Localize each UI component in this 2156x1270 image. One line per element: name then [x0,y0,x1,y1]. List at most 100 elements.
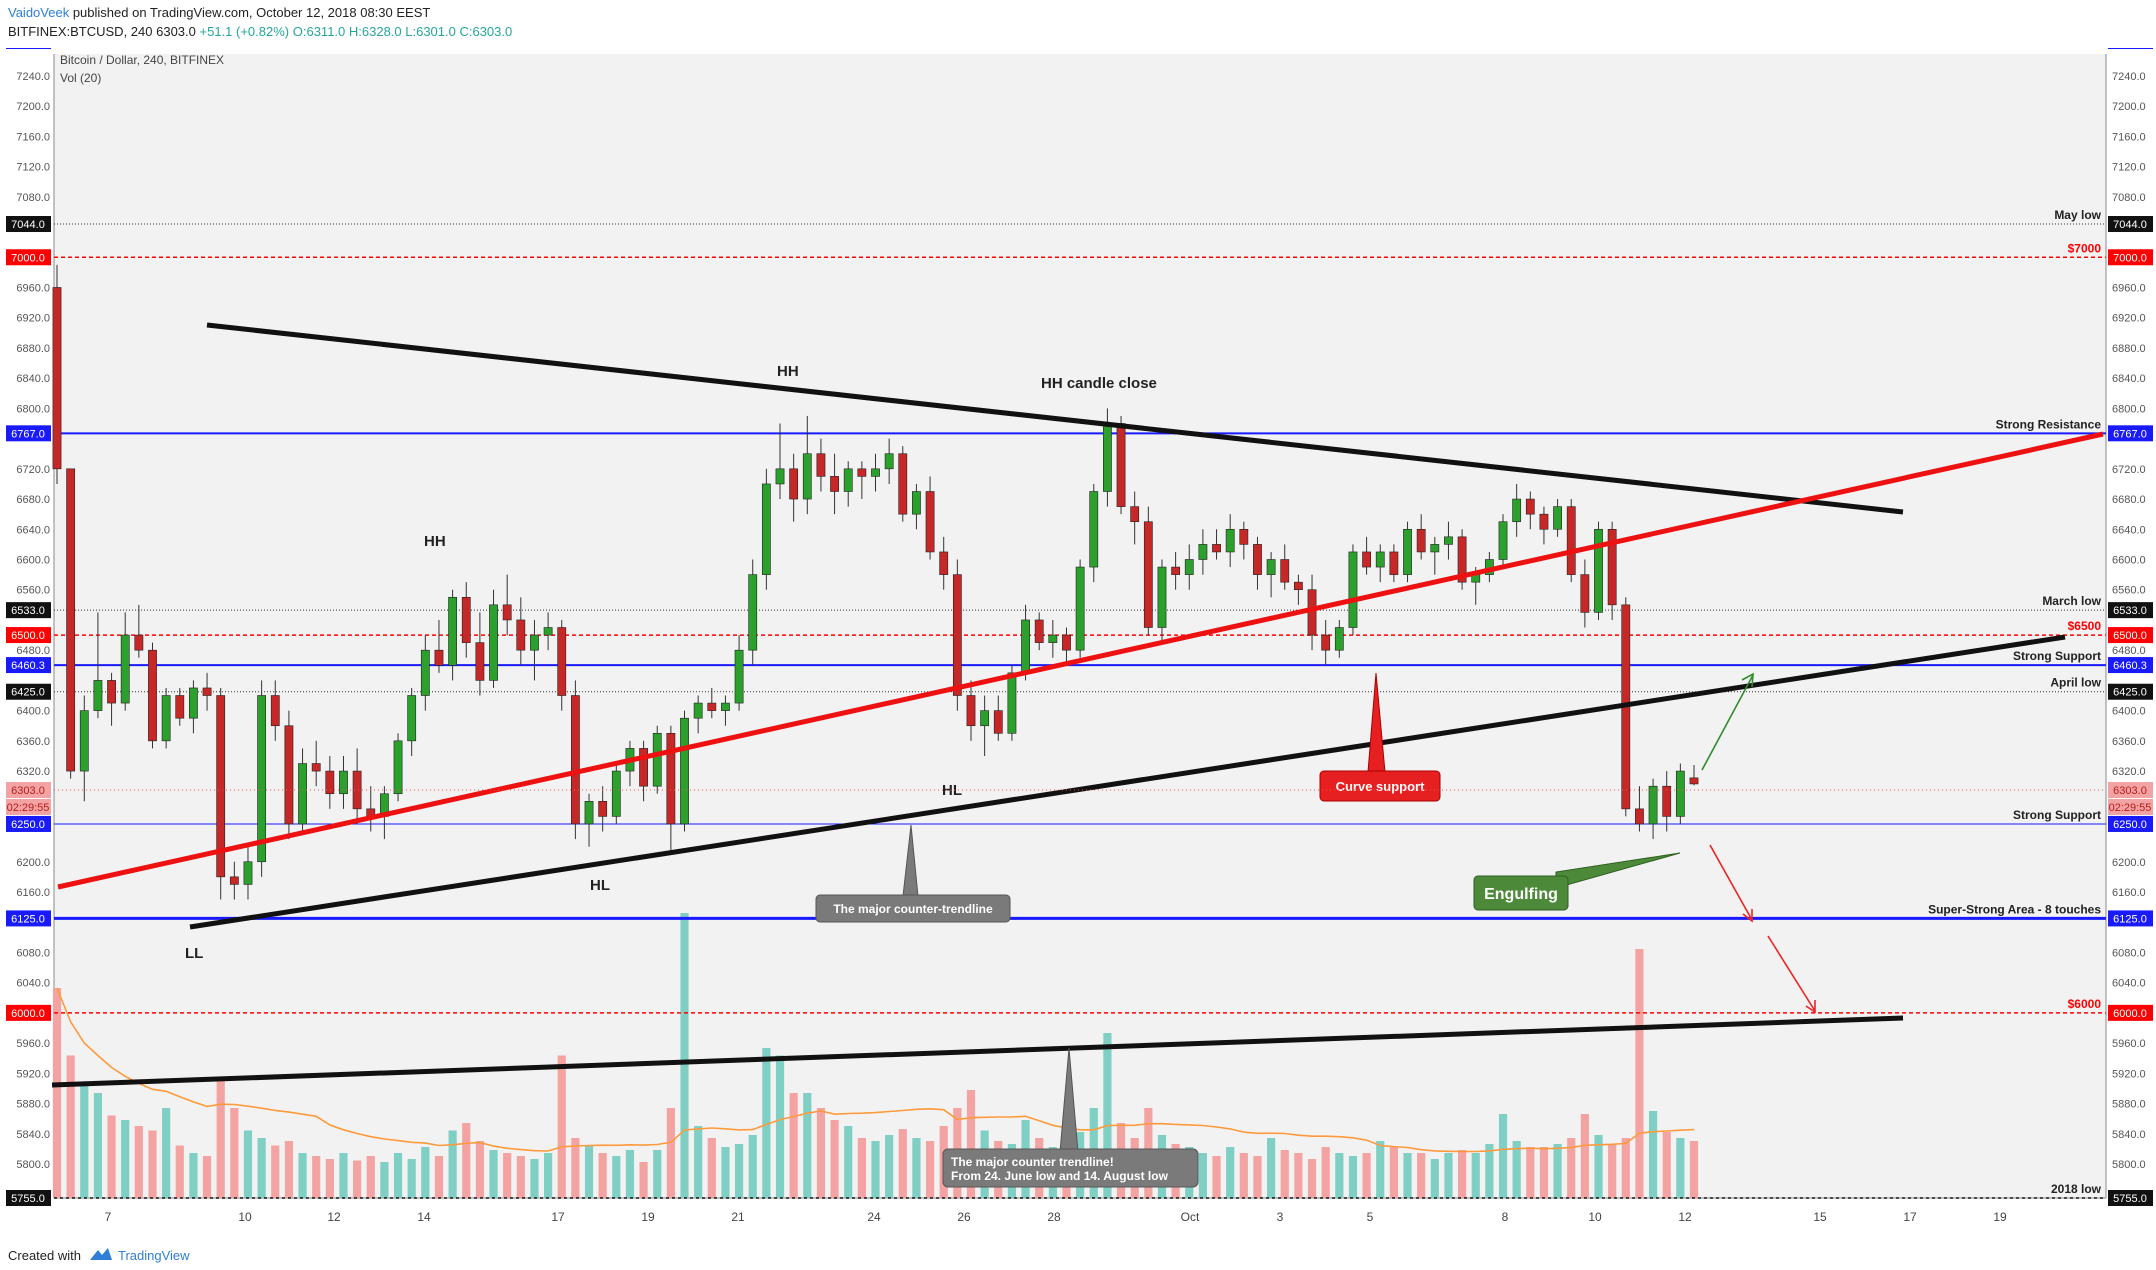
volume-bar [93,1093,103,1198]
candle [284,710,294,840]
candle-body-down [1525,498,1535,515]
y-tick-right: 6600.0 [2112,555,2146,567]
callout-lower-counter-trendline: The major counter trendline! From 24. Ju… [942,1047,1199,1188]
volume-bar [298,1153,307,1198]
candle [52,264,62,484]
candle-body-up [843,468,853,492]
candle [1566,499,1576,583]
candle-body-up [1375,551,1385,568]
candle [393,733,403,802]
y-tick-left: 6200.0 [16,857,50,869]
candle [489,589,498,688]
volume-bar [1635,949,1644,1198]
candle-body-down [1280,559,1290,583]
level-value-left: 7000.0 [11,252,45,264]
candle-body-down [284,725,294,825]
volume-bar [271,1145,280,1198]
candle-body-down [557,627,567,696]
y-tick-left: 6680.0 [16,494,50,506]
candle [175,687,185,726]
candle [1048,619,1058,658]
created-with-text: Created with [8,1248,81,1263]
price-chart[interactable]: Bitcoin / Dollar, 240, BITFINEX Vol (20)… [0,48,2156,1238]
candle [1212,529,1221,560]
tradingview-link[interactable]: TradingView [118,1248,190,1263]
published-text: published on TradingView.com, October 12… [72,5,431,20]
volume-bar [530,1159,539,1198]
candle [1034,612,1044,651]
candle [1239,521,1249,560]
candle-body-up [1157,566,1167,628]
symbol-line: BITFINEX:BTCUSD, 240 6303.0 +51.1 (+0.82… [8,24,512,39]
candle [66,468,76,779]
y-tick-right: 5880.0 [2112,1099,2146,1111]
level-text: April low [2050,676,2101,690]
volume-bar [448,1130,457,1198]
level-value-right: 6250.0 [2113,819,2147,831]
level-text: $6500 [2068,619,2102,633]
price-level: 7044.0 7044.0 May low [6,208,2153,233]
candle [161,687,171,749]
price-level: 6460.3 6460.3 Strong Support [6,649,2153,674]
y-tick-left: 6960.0 [16,282,50,294]
candle-body-down [830,476,839,492]
candle-body-down [1362,551,1371,568]
y-tick-right: 5800.0 [2112,1159,2146,1171]
callout-curve-support: Curve support [1319,672,1441,802]
level-value-left: 7044.0 [11,219,45,231]
y-tick-right: 5840.0 [2112,1129,2146,1141]
author-link[interactable]: VaidoVeek [8,5,70,20]
candle [721,695,730,726]
volume-bar [803,1093,812,1198]
candle [1648,778,1658,840]
volume-bar [1376,1141,1385,1198]
volume-bar [1444,1153,1453,1198]
volume-bar [339,1153,348,1198]
candle [639,740,648,802]
volume-bar [1103,1033,1112,1198]
y-tick-left: 6480.0 [16,645,50,657]
candle [1375,544,1385,583]
level-value-left: 6767.0 [11,428,45,440]
candle [1321,619,1331,666]
level-text: $7000 [2068,241,2102,255]
level-tag-left [6,602,51,619]
candle-body-down [966,695,976,727]
level-text: Strong Support [2013,808,2101,822]
candle-body-down [311,763,321,772]
chart-footer: Created with TradingView [0,1240,2156,1270]
volume-bar [1621,1138,1630,1198]
volume-bar [66,1055,75,1198]
candle-body-up [1594,528,1603,613]
volume-bar [1335,1153,1344,1198]
label-hh-2: HH [777,363,799,380]
y-tick-left: 5920.0 [16,1068,50,1080]
candle-body-up [980,710,990,727]
candle-body-down [175,695,185,719]
level-tag-right [2108,683,2153,700]
candle [939,536,949,590]
candle [993,695,1003,741]
level-tag-right [2108,1004,2153,1021]
volume-bar [189,1153,198,1198]
x-tick-label: 21 [731,1210,745,1224]
countdown-tag-left [6,799,51,815]
candle-body-down [1116,423,1126,507]
candle [243,846,253,900]
price-level: 7286.27286.2Strong Resistance [6,48,2153,49]
candle-body-down [789,468,799,500]
volume-bar [1498,1114,1508,1198]
candle [1334,619,1344,658]
volume-bar [544,1153,553,1198]
level-tag-right [2108,425,2153,442]
candle-body-down [1662,785,1672,817]
x-tick-label: 12 [1678,1210,1692,1224]
level-tag-right [2108,602,2153,619]
candle-body-up [802,453,812,500]
y-tick-left: 6040.0 [16,978,50,990]
volume-bar [1430,1159,1439,1198]
candle-body-down [816,453,826,477]
volume-bar [462,1123,471,1198]
label-hl-1: HL [590,877,610,894]
y-tick-right: 5960.0 [2112,1038,2146,1050]
